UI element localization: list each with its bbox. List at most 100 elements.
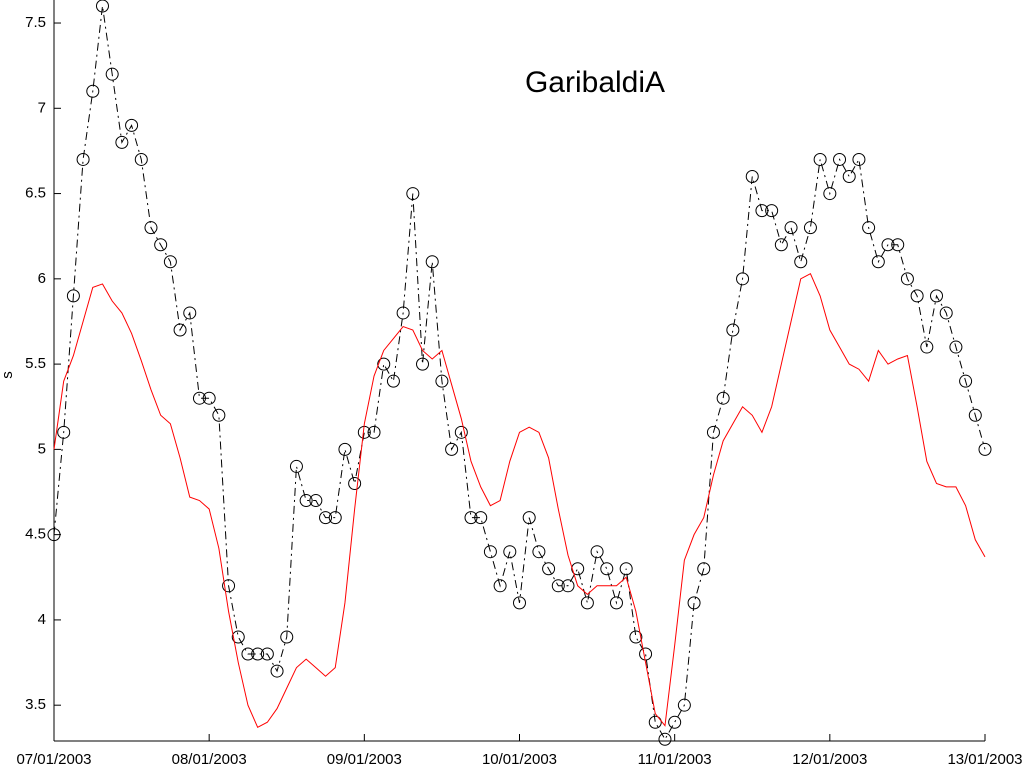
data-point <box>784 221 798 235</box>
data-point <box>920 340 934 354</box>
data-point <box>367 425 381 439</box>
data-point <box>697 562 711 576</box>
data-point <box>163 255 177 269</box>
data-point <box>930 289 944 303</box>
data-point <box>833 152 847 166</box>
data-point <box>425 255 439 269</box>
data-point <box>396 306 410 320</box>
data-point <box>241 647 255 661</box>
data-point <box>348 476 362 490</box>
data-point <box>813 152 827 166</box>
series-line <box>53 5 986 741</box>
data-point <box>745 170 759 184</box>
data-point <box>202 391 216 405</box>
data-point <box>852 152 866 166</box>
data-point <box>464 511 478 525</box>
data-point <box>968 408 982 422</box>
data-point <box>154 238 168 252</box>
data-point <box>619 562 633 576</box>
data-point <box>959 374 973 388</box>
x-tick-label: 09/01/2003 <box>327 751 402 768</box>
x-tick-label: 07/01/2003 <box>16 751 91 768</box>
data-point <box>571 562 585 576</box>
data-point <box>251 647 265 661</box>
data-point <box>687 596 701 610</box>
data-point <box>270 664 284 678</box>
y-axis-label: s <box>0 371 16 379</box>
data-point <box>590 545 604 559</box>
series-line <box>53 273 986 729</box>
data-point <box>115 135 129 149</box>
data-point <box>299 494 313 508</box>
data-point <box>871 255 885 269</box>
data-point <box>561 579 575 593</box>
data-point <box>513 596 526 610</box>
data-point <box>580 596 594 610</box>
data-point <box>542 562 556 576</box>
data-point <box>716 391 730 405</box>
y-tick-label: 3.5 <box>25 696 46 713</box>
data-point <box>551 579 565 593</box>
data-point <box>57 425 71 439</box>
y-tick-label: 4.5 <box>25 526 46 543</box>
data-point <box>338 442 352 456</box>
data-point <box>231 630 245 644</box>
data-point <box>474 511 488 525</box>
data-point <box>532 545 546 559</box>
data-point <box>910 289 924 303</box>
data-point <box>978 442 992 456</box>
x-tick-label: 12/01/2003 <box>792 751 867 768</box>
data-point <box>629 630 643 644</box>
data-point <box>212 408 226 422</box>
y-tick-label: 5.5 <box>25 355 46 372</box>
y-tick-label: 7 <box>38 99 46 116</box>
data-point <box>503 545 517 559</box>
data-point <box>900 272 914 286</box>
data-point <box>736 272 750 286</box>
data-point <box>493 579 507 593</box>
data-point <box>648 715 662 729</box>
data-point <box>95 0 109 13</box>
data-point <box>600 562 614 576</box>
chart-title: GaribaldiA <box>525 66 665 99</box>
data-point <box>949 340 963 354</box>
data-point <box>183 306 197 320</box>
data-point <box>435 374 449 388</box>
data-point <box>939 306 953 320</box>
data-point <box>755 204 769 218</box>
data-point <box>803 221 817 235</box>
data-point <box>668 715 682 729</box>
data-point <box>445 442 459 456</box>
data-point <box>416 357 430 371</box>
data-point <box>658 732 672 746</box>
x-tick-label: 11/01/2003 <box>638 751 712 768</box>
data-point <box>319 511 333 525</box>
data-point <box>765 204 779 218</box>
data-point <box>823 187 837 201</box>
data-point <box>66 289 80 303</box>
data-point <box>86 84 100 98</box>
data-point <box>774 238 788 252</box>
data-point <box>454 425 468 439</box>
data-point <box>309 494 323 508</box>
y-tick-label: 4 <box>38 611 46 628</box>
data-point <box>609 596 623 610</box>
data-point <box>706 425 720 439</box>
data-point <box>639 647 653 661</box>
x-tick-label: 10/01/2003 <box>482 751 557 768</box>
data-point <box>280 630 294 644</box>
data-point <box>328 511 342 525</box>
data-point <box>406 187 420 201</box>
y-tick-label: 7.5 <box>25 14 46 31</box>
data-point <box>522 511 536 525</box>
data-point <box>726 323 740 337</box>
data-point <box>862 221 876 235</box>
data-point <box>677 698 691 712</box>
data-point <box>47 528 61 542</box>
data-point <box>222 579 236 593</box>
data-point <box>125 118 139 132</box>
data-point <box>289 459 303 473</box>
y-tick-label: 6 <box>38 270 46 287</box>
data-point <box>842 170 856 184</box>
